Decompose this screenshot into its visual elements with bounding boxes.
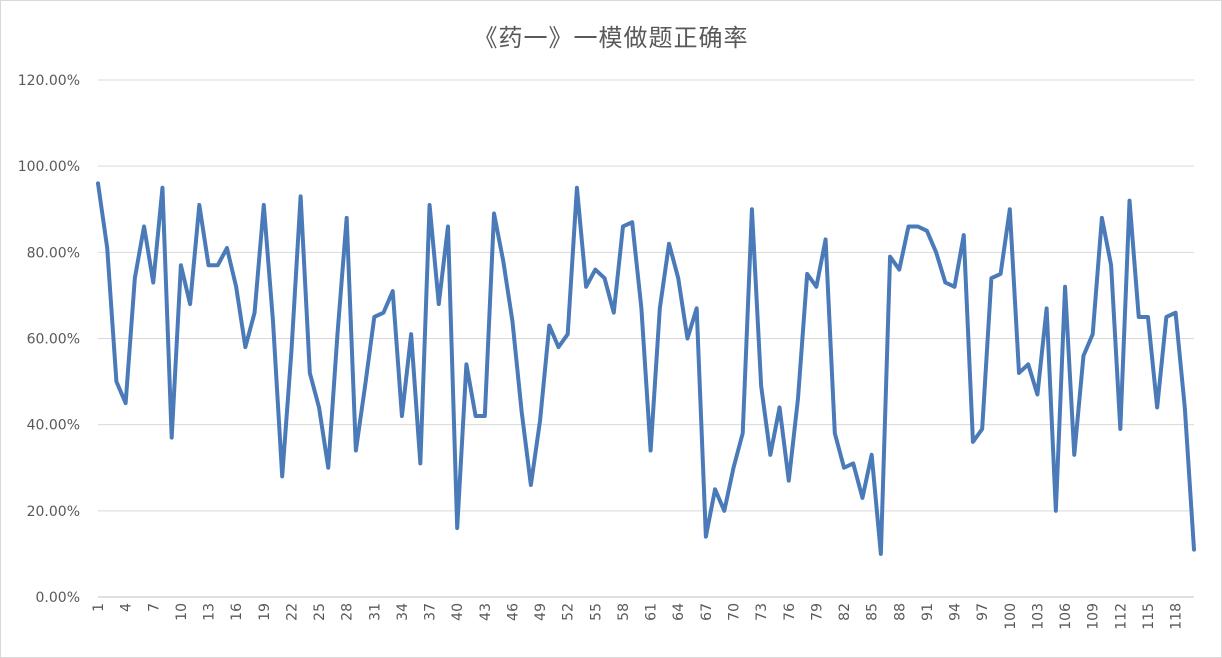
y-tick-label: 100.00% bbox=[18, 159, 80, 175]
x-tick-label: 4 bbox=[119, 603, 135, 612]
x-tick-label: 40 bbox=[450, 603, 466, 621]
x-tick-label: 118 bbox=[1169, 603, 1185, 630]
x-tick-label: 19 bbox=[257, 603, 273, 621]
x-tick-label: 37 bbox=[423, 603, 439, 621]
x-tick-label: 16 bbox=[229, 603, 245, 621]
x-tick-label: 43 bbox=[478, 603, 494, 621]
x-tick-label: 109 bbox=[1086, 603, 1102, 630]
y-tick-label: 120.00% bbox=[18, 73, 80, 89]
gridlines bbox=[98, 79, 1194, 598]
x-tick-label: 49 bbox=[533, 603, 549, 621]
x-tick-label: 34 bbox=[395, 603, 411, 621]
x-tick-label: 106 bbox=[1058, 603, 1074, 630]
x-tick-label: 58 bbox=[616, 603, 632, 621]
x-tick-label: 112 bbox=[1113, 603, 1129, 630]
x-tick-label: 103 bbox=[1030, 603, 1046, 630]
x-tick-label: 61 bbox=[644, 603, 660, 621]
x-tick-label: 13 bbox=[202, 603, 218, 621]
x-tick-label: 28 bbox=[340, 603, 356, 621]
x-tick-label: 94 bbox=[948, 603, 964, 621]
x-tick-label: 67 bbox=[699, 603, 715, 621]
x-tick-label: 46 bbox=[505, 603, 521, 621]
x-tick-label: 82 bbox=[837, 603, 853, 621]
x-tick-label: 22 bbox=[284, 603, 300, 621]
x-tick-label: 100 bbox=[1003, 603, 1019, 630]
x-tick-label: 91 bbox=[920, 603, 936, 621]
x-tick-label: 25 bbox=[312, 603, 328, 621]
x-tick-label: 31 bbox=[367, 603, 383, 621]
x-tick-label: 97 bbox=[975, 603, 991, 621]
x-tick-label: 73 bbox=[754, 603, 770, 621]
series-line bbox=[96, 181, 1196, 556]
x-tick-label: 79 bbox=[809, 603, 825, 621]
y-tick-label: 40.00% bbox=[27, 418, 80, 434]
x-tick-label: 64 bbox=[671, 603, 687, 621]
series-layer bbox=[96, 181, 1196, 556]
x-tick-label: 55 bbox=[588, 603, 604, 621]
y-axis-ticks: 0.00% 20.00% 40.00% 60.00% 80.00% 100.00% 120.… bbox=[18, 73, 80, 606]
x-tick-label: 70 bbox=[726, 603, 742, 621]
x-tick-label: 7 bbox=[146, 603, 162, 612]
x-tick-label: 88 bbox=[892, 603, 908, 621]
x-tick-label: 10 bbox=[174, 603, 190, 621]
x-axis-ticks: 1 4 7 10 13 16 19 22 25 28 31 34 37 40 43 46 49 52 55 58 61 6… bbox=[91, 603, 1185, 630]
x-tick-label: 76 bbox=[782, 603, 798, 621]
y-tick-label: 0.00% bbox=[36, 590, 80, 606]
y-tick-label: 20.00% bbox=[27, 504, 80, 520]
y-tick-label: 80.00% bbox=[27, 245, 80, 261]
x-tick-label: 115 bbox=[1141, 603, 1157, 630]
x-tick-label: 1 bbox=[91, 603, 107, 612]
x-tick-label: 85 bbox=[865, 603, 881, 621]
x-tick-label: 52 bbox=[561, 603, 577, 621]
chart-title: 《药一》一模做题正确率 bbox=[473, 24, 749, 52]
y-tick-label: 60.00% bbox=[27, 332, 80, 348]
